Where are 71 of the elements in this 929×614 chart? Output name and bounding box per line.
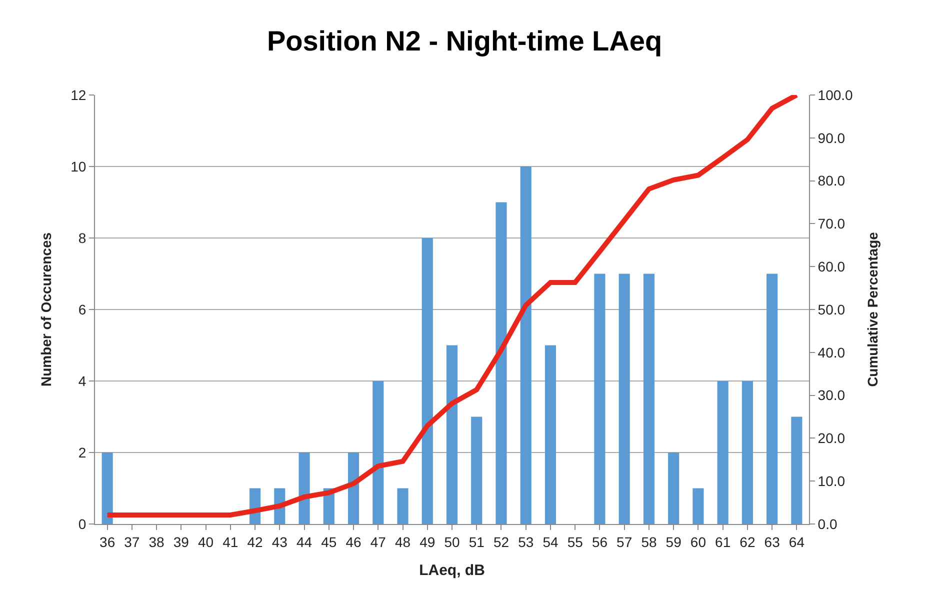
y-tick-label: 10: [70, 158, 86, 174]
x-tick-label: 54: [542, 534, 558, 550]
y2-tick-label: 50.0: [818, 301, 846, 318]
y-tick-label: 6: [78, 301, 86, 318]
x-tick-label: 59: [666, 534, 682, 550]
bar: [372, 381, 384, 524]
y2-tick-label: 30.0: [818, 387, 846, 404]
y2-tick-label: 40.0: [818, 344, 846, 360]
x-tick-label: 57: [616, 534, 632, 550]
x-tick-label: 47: [370, 534, 386, 550]
x-tick-label: 40: [198, 534, 214, 550]
x-tick-label: 51: [468, 534, 485, 550]
bar: [496, 202, 507, 524]
x-tick-label: 46: [346, 534, 362, 550]
bar: [692, 488, 704, 524]
bar: [348, 452, 360, 524]
x-tick-label: 38: [148, 534, 165, 550]
y2-tick-label: 90.0: [818, 130, 846, 146]
y-tick-label: 4: [78, 372, 86, 389]
bar: [471, 416, 482, 524]
bar: [446, 345, 458, 524]
bar: [102, 452, 113, 524]
y2-tick-label: 60.0: [818, 258, 846, 274]
bar: [298, 452, 310, 524]
bar: [520, 166, 532, 524]
y2-tick-label: 20.0: [818, 430, 846, 446]
bar: [594, 274, 606, 524]
y2-axis-title: Cumulative Percentage: [864, 232, 880, 387]
x-axis-title: LAeq, dB: [419, 562, 486, 579]
bar: [422, 238, 433, 524]
x-tick-label: 60: [690, 534, 706, 550]
x-tick-label: 52: [493, 534, 510, 550]
chart-title: Position N2 - Night-time LAeq: [266, 25, 662, 56]
x-tick-label: 49: [420, 534, 436, 550]
bar: [766, 274, 778, 524]
y2-tick-label: 70.0: [818, 216, 846, 232]
y-tick-label: 0: [78, 516, 86, 532]
y-tick-label: 8: [78, 230, 86, 246]
x-tick-label: 64: [788, 534, 805, 550]
x-tick-label: 39: [173, 534, 190, 550]
x-tick-label: 55: [567, 534, 584, 550]
x-tick-label: 56: [592, 534, 608, 550]
x-tick-label: 53: [518, 534, 534, 550]
y2-tick-label: 10.0: [818, 473, 846, 489]
x-tick-label: 45: [321, 534, 337, 550]
y2-tick-label: 0.0: [818, 516, 838, 532]
x-tick-label: 41: [222, 534, 238, 550]
bar: [643, 274, 655, 524]
bar: [668, 452, 680, 524]
x-tick-label: 61: [715, 534, 731, 550]
y-tick-label: 2: [78, 444, 86, 460]
x-tick-label: 48: [394, 534, 411, 550]
y-tick-label: 12: [70, 86, 86, 103]
x-tick-label: 58: [641, 534, 657, 550]
bar: [397, 488, 408, 524]
bar: [544, 345, 556, 524]
x-tick-label: 42: [247, 534, 264, 550]
x-tick-label: 62: [740, 534, 756, 550]
bar: [717, 381, 728, 524]
x-tick-label: 36: [100, 534, 116, 550]
y2-tick-label: 80.0: [818, 172, 846, 189]
bar: [742, 381, 753, 524]
x-tick-label: 37: [124, 534, 140, 550]
x-tick-label: 44: [296, 534, 312, 550]
x-tick-label: 43: [272, 534, 288, 550]
bar: [791, 416, 802, 524]
y2-tick-label: 100.0: [818, 86, 854, 103]
bar: [618, 274, 630, 524]
x-tick-label: 50: [444, 534, 460, 550]
y-axis-title: Number of Occurences: [38, 232, 54, 387]
x-tick-label: 63: [764, 534, 780, 550]
